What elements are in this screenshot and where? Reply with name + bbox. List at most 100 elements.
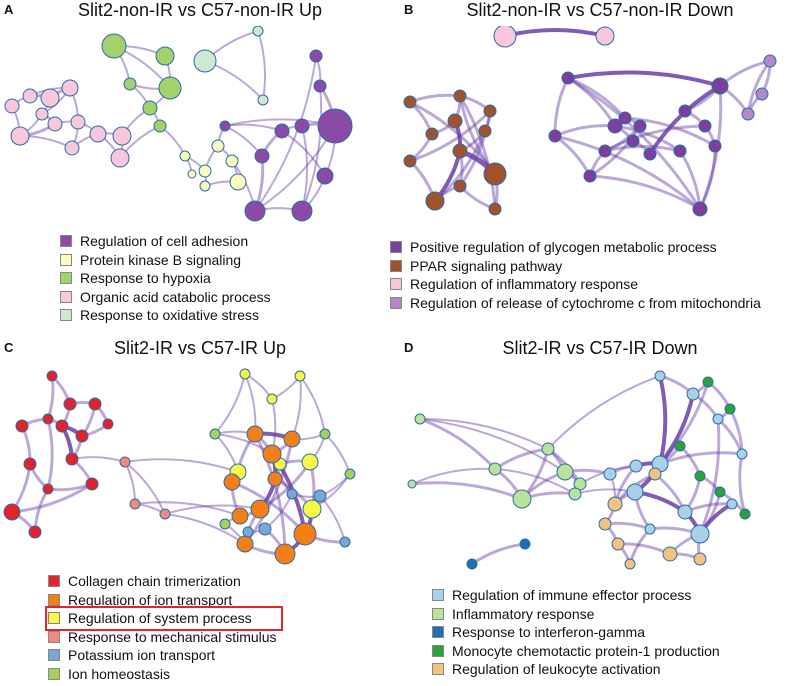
network-node [736,448,748,460]
network-node [466,558,478,570]
network-edge [494,447,549,471]
legend-swatch [390,278,402,291]
network-node [488,462,502,476]
network-edge [589,174,701,211]
network-node [179,150,191,162]
network-edge [554,124,616,138]
network-node [15,419,29,433]
network-node [493,26,517,48]
network-node [425,127,439,141]
legend-label: Response to hypoxia [80,270,211,286]
panel-label: D [404,340,414,355]
network-node [407,479,417,489]
network-node [302,499,322,519]
network-node [267,471,283,487]
network-edge [254,55,317,212]
network-node [488,202,502,216]
network-node [598,517,612,531]
network-node [556,463,574,481]
network-node [70,114,86,130]
network-edge [11,482,93,514]
network-node [101,33,127,59]
network-edge [46,418,54,490]
network-edge [589,125,642,178]
network-graph [3,368,356,565]
node-layer [4,26,353,222]
legend: Regulation of cell adhesion Protein kina… [60,232,271,325]
legend-item: Regulation of cell adhesion [60,232,271,251]
network-edge [324,433,351,475]
network-edge [409,93,461,104]
legend-label: Regulation of leukocyte activation [452,661,661,677]
network-edge [214,373,246,435]
network-node [153,119,167,133]
legend-label: Response to mechanical stimulus [68,628,277,645]
network-node [46,370,58,382]
legend-item: PPAR signaling pathway [390,257,761,276]
legend-swatch [48,649,60,662]
network-edge [458,110,492,187]
network-node [223,473,241,491]
network-node [219,120,231,132]
network-node [110,148,130,168]
network-node [624,558,636,570]
network-edge [494,468,576,495]
network-node [88,397,102,411]
network-node [629,459,643,473]
network-node [755,87,769,101]
network-node [618,111,632,125]
network-node [35,107,49,121]
network-node [198,164,212,178]
network-node [483,104,497,118]
network-node [694,470,706,482]
legend-label: Potassium ion transport [68,647,216,663]
legend-swatch [432,589,444,602]
network-edge [728,408,744,455]
legend-label: Positive regulation of glycogen metaboli… [410,239,717,255]
network-node [626,134,640,148]
legend-label: Regulation of immune effector process [452,587,692,603]
network-node [294,118,310,134]
network-edge [624,116,716,148]
network-node [274,543,296,565]
network-node [316,167,334,185]
network-node [283,430,301,448]
network-node [633,119,647,133]
legend-label: Response to interferon-gamma [452,624,645,640]
legend-swatch [432,626,444,639]
legend-label: Regulation of inflammatory response [410,276,639,292]
network-node [129,498,141,510]
network-node [23,457,37,471]
network-edge [604,145,681,153]
network-edge [134,501,241,517]
network-node [55,419,69,433]
network-node [274,123,290,139]
network-edge [458,95,497,210]
network-edge [547,375,661,450]
network-node [711,77,729,95]
legend-swatch [48,575,60,588]
network-edge [299,375,326,435]
network-node [209,428,221,440]
legend-label: Monocyte chemotactic protein-1 productio… [452,642,720,659]
network-edge [604,521,651,531]
legend-item: Monocyte chemotactic protein-1 productio… [432,642,720,661]
network-node [686,387,700,401]
legend-label: Regulation of release of cytochrome c fr… [410,294,761,311]
network-edge [658,375,668,465]
legend: Positive regulation of glycogen metaboli… [390,238,761,312]
network-node [211,139,225,153]
network-node [254,148,270,164]
network-node [644,523,656,535]
legend-item-highlighted: Regulation of system process [45,606,283,631]
network-edge [554,134,701,211]
legend: Collagen chain trimerization Regulation … [45,572,283,683]
legend-swatch [48,667,60,680]
network-node [548,129,562,143]
network-node [453,89,467,103]
network-node [662,546,678,562]
panel-c: C Slit2-IR vs C57-IR Up Collagen chain t… [0,338,400,686]
network-node [595,26,615,46]
network-node [246,425,264,443]
network-node [40,88,60,108]
